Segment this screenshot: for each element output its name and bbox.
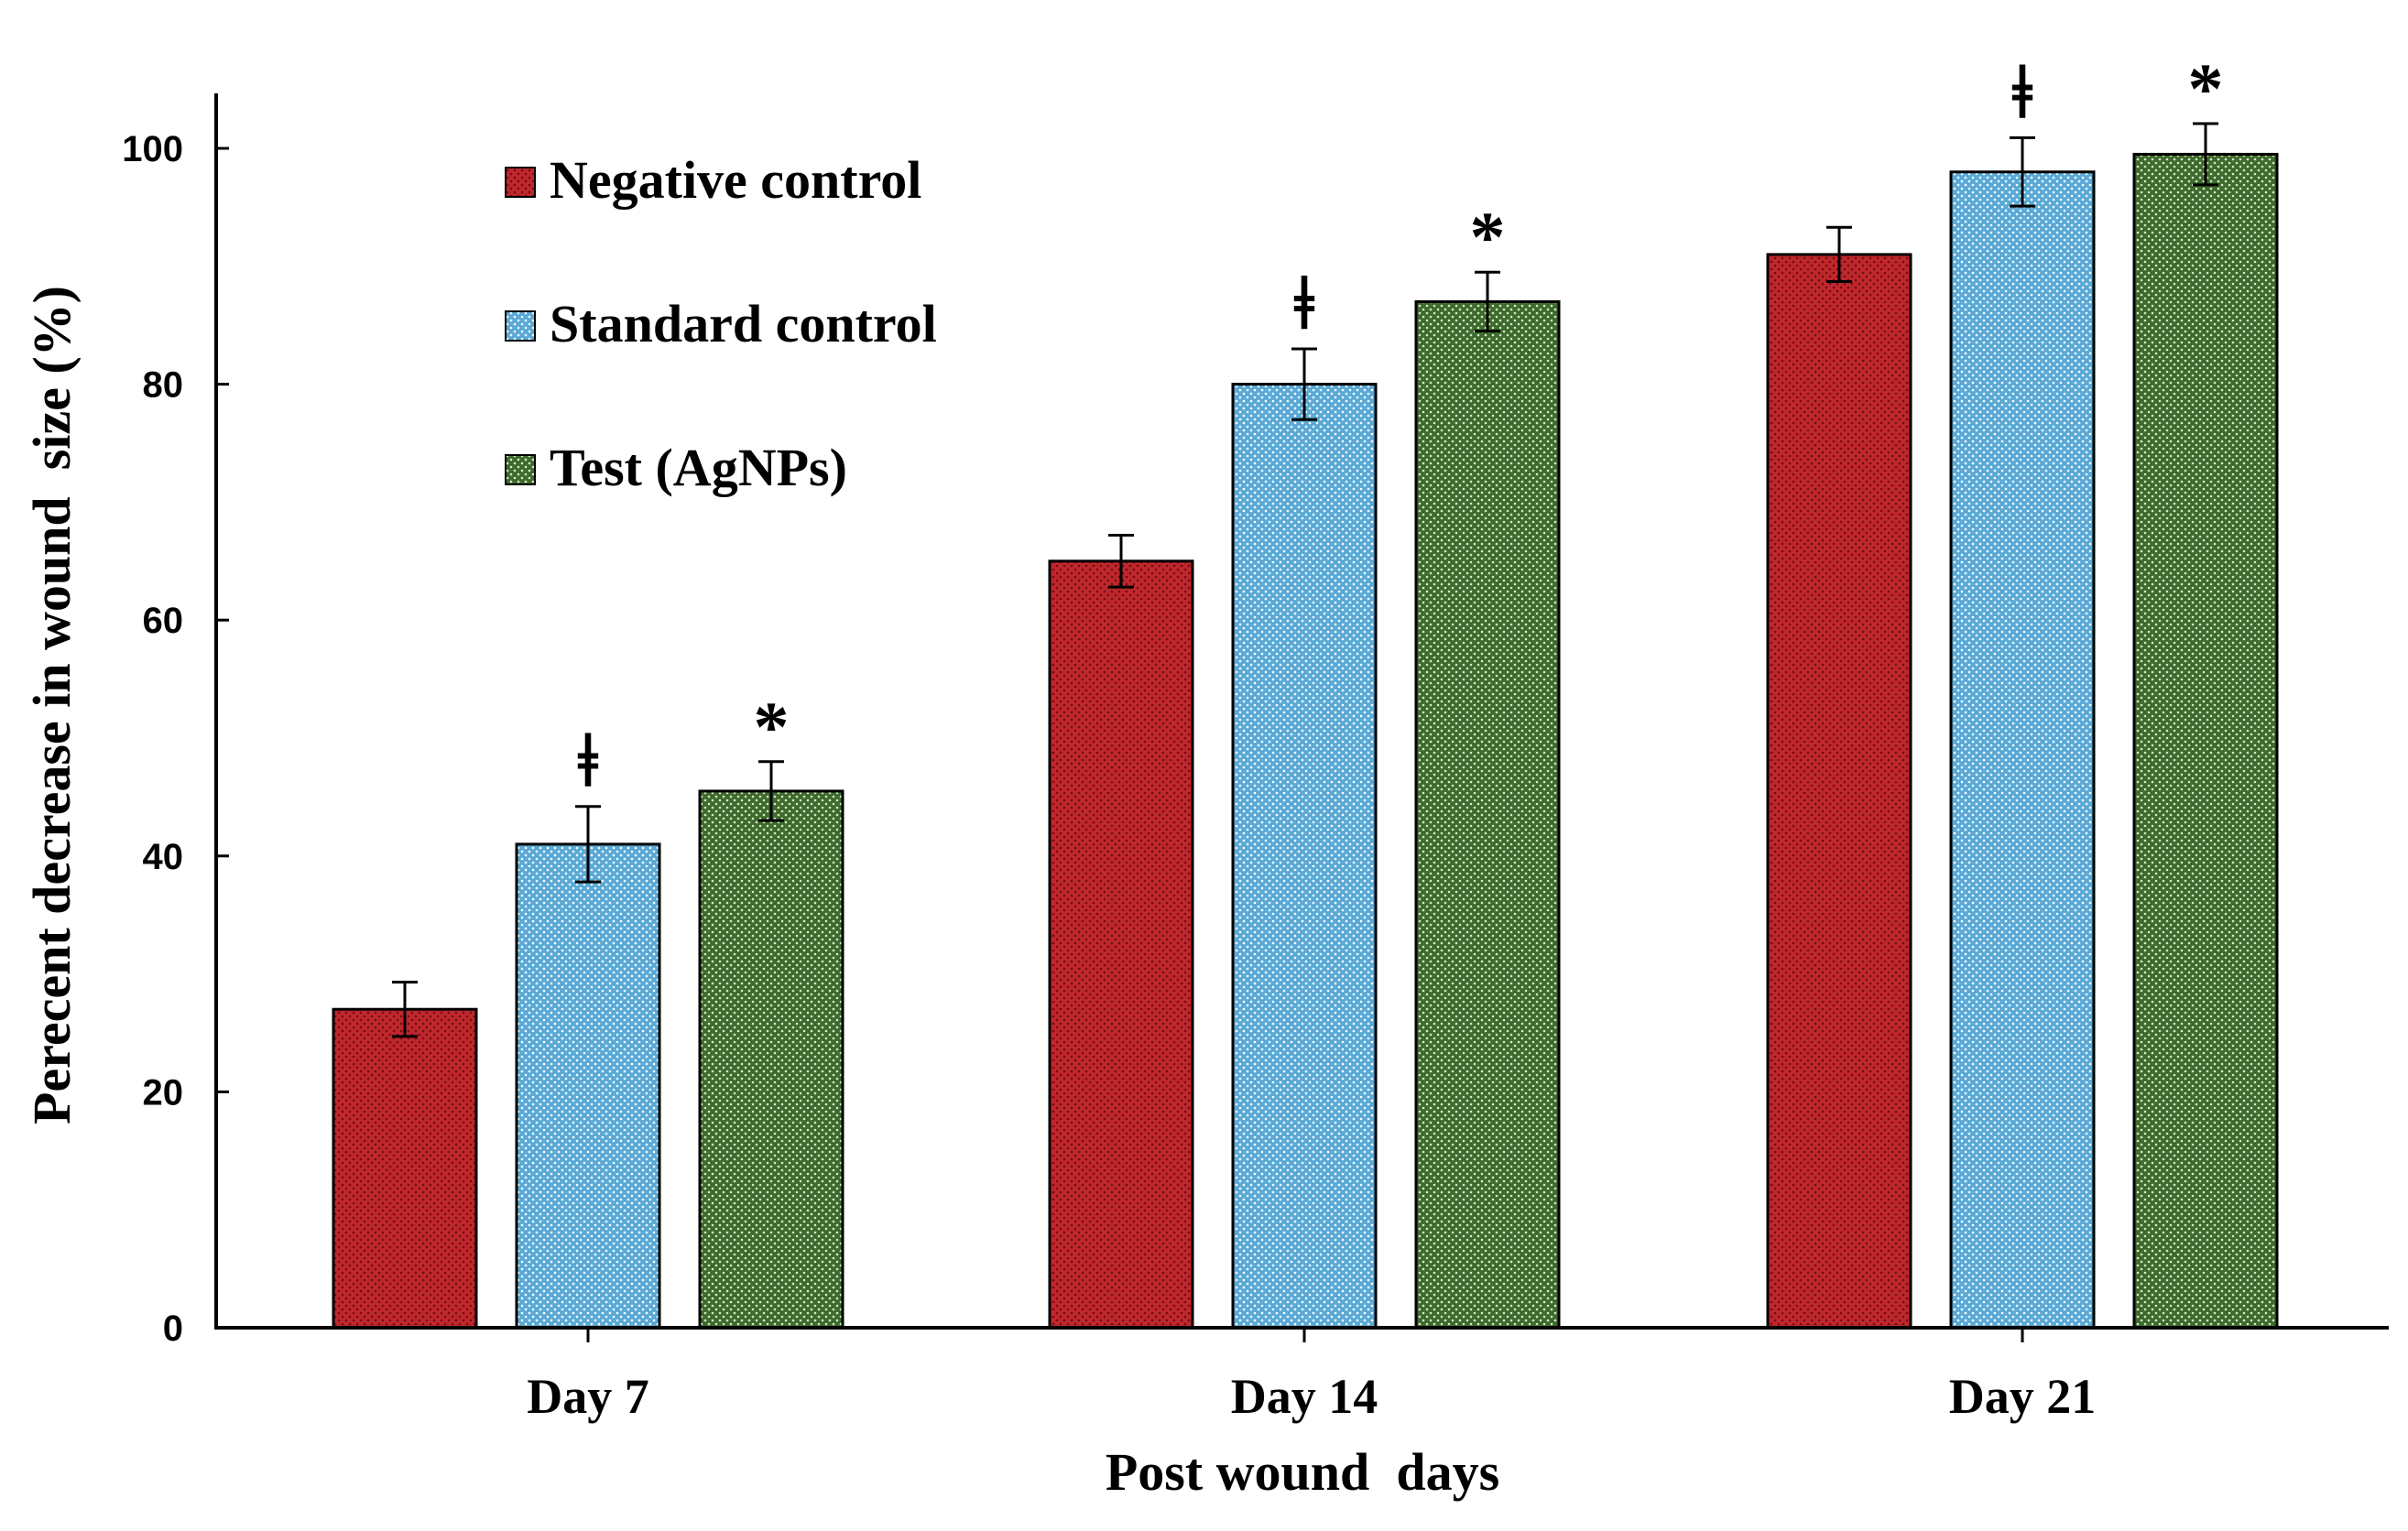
bar-negative-control-day-7 <box>332 1007 478 1330</box>
significance-marker: ǂ <box>577 719 598 804</box>
error-bar <box>392 981 418 1038</box>
bar-negative-control-day-21 <box>1766 253 1912 1330</box>
error-bar <box>1291 347 1317 421</box>
bar-negative-control-day-14 <box>1048 559 1194 1330</box>
significance-marker: * <box>2188 49 2224 128</box>
bar-test-agnps-day-21 <box>2132 152 2279 1330</box>
error-bar <box>575 805 601 884</box>
significance-marker: * <box>1470 197 1506 277</box>
error-bar <box>758 760 784 822</box>
legend-swatch <box>505 310 536 342</box>
significance-marker: ǂ <box>2011 49 2032 135</box>
significance-marker: * <box>754 687 790 766</box>
error-bar <box>1826 225 1852 284</box>
error-bar <box>1475 270 1500 333</box>
y-tick-label: 40 <box>143 837 184 877</box>
bar-test-agnps-day-7 <box>698 789 844 1330</box>
error-bar <box>2193 122 2218 187</box>
significance-markers-layer: ǂ * ǂ * ǂ * <box>577 49 2223 804</box>
legend: Negative control Standard control Test (Ag… <box>505 150 937 497</box>
x-axis-label: Post wound days <box>1106 1442 1499 1502</box>
legend-item: Standard control <box>505 294 937 353</box>
bars-layer <box>332 152 2279 1330</box>
y-tick-label: 80 <box>143 365 184 406</box>
y-tick-label: 100 <box>122 129 183 169</box>
x-tick-label: Day 14 <box>1231 1369 1378 1424</box>
legend-label: Standard control <box>550 294 937 353</box>
axes <box>214 93 2389 1330</box>
bar-standard-control-day-14 <box>1231 383 1378 1330</box>
bar-standard-control-day-21 <box>1949 170 2096 1330</box>
bar-test-agnps-day-14 <box>1414 299 1561 1330</box>
bar-standard-control-day-7 <box>515 842 661 1330</box>
error-bars-layer <box>392 122 2218 1038</box>
legend-swatch <box>505 167 536 198</box>
legend-item: Test (AgNPs) <box>505 438 847 497</box>
x-tick-label: Day 21 <box>1949 1369 2097 1424</box>
y-tick-layer: 0 20 40 60 80 100 <box>122 129 229 1349</box>
y-tick-label: 60 <box>143 601 184 641</box>
y-axis-label: Perecent decrease in wound size (%) <box>22 286 82 1124</box>
significance-marker: ǂ <box>1293 261 1314 346</box>
legend-label: Test (AgNPs) <box>550 438 847 497</box>
error-bar <box>1108 533 1134 589</box>
x-tick-label: Day 7 <box>527 1369 649 1424</box>
legend-swatch <box>505 454 536 485</box>
error-bar <box>2010 136 2035 208</box>
legend-item: Negative control <box>505 150 921 210</box>
legend-label: Negative control <box>550 150 921 210</box>
x-tick-layer: Day 7 Day 14 Day 21 <box>527 1328 2096 1424</box>
y-tick-label: 20 <box>143 1072 184 1113</box>
y-tick-label: 0 <box>163 1308 183 1349</box>
